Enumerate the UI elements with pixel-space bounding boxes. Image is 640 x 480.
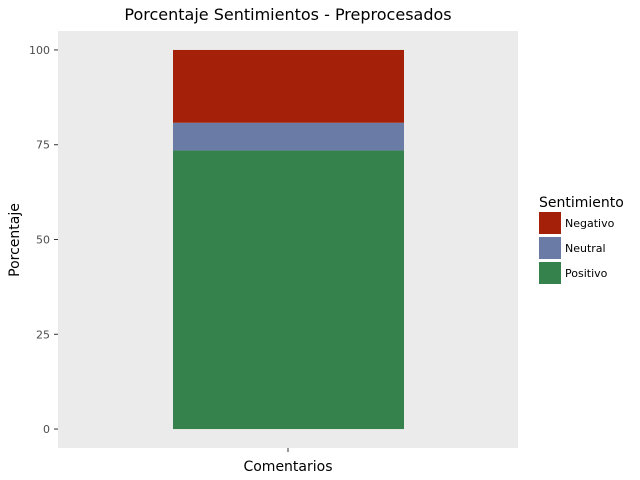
legend-label-positivo: Positivo: [565, 267, 608, 280]
legend-swatch-positivo: [539, 262, 561, 284]
bar-segment-positivo: [173, 150, 404, 430]
y-tick-label: 100: [29, 44, 50, 57]
bar-segment-negativo: [173, 49, 404, 123]
y-tick-label: 25: [36, 328, 50, 341]
legend-label-neutral: Neutral: [565, 242, 606, 255]
legend-swatch-negativo: [539, 212, 561, 234]
bar-segment-neutral: [173, 122, 404, 151]
y-axis: 0 25 50 75 100: [29, 44, 58, 436]
y-tick-label: 50: [36, 234, 50, 247]
y-tick-label: 75: [36, 139, 50, 152]
y-axis-label: Porcentaje: [7, 203, 23, 277]
y-tick-label: 0: [43, 423, 50, 436]
bar-stack: [173, 49, 404, 430]
legend-swatch-neutral: [539, 237, 561, 259]
legend-label-negativo: Negativo: [565, 217, 615, 230]
x-axis-label: Comentarios: [243, 459, 332, 475]
legend-title: Sentimiento: [539, 195, 624, 211]
legend: Sentimiento Negativo Neutral Positivo: [539, 195, 624, 284]
chart-title: Porcentaje Sentimientos - Preprocesados: [124, 5, 451, 24]
